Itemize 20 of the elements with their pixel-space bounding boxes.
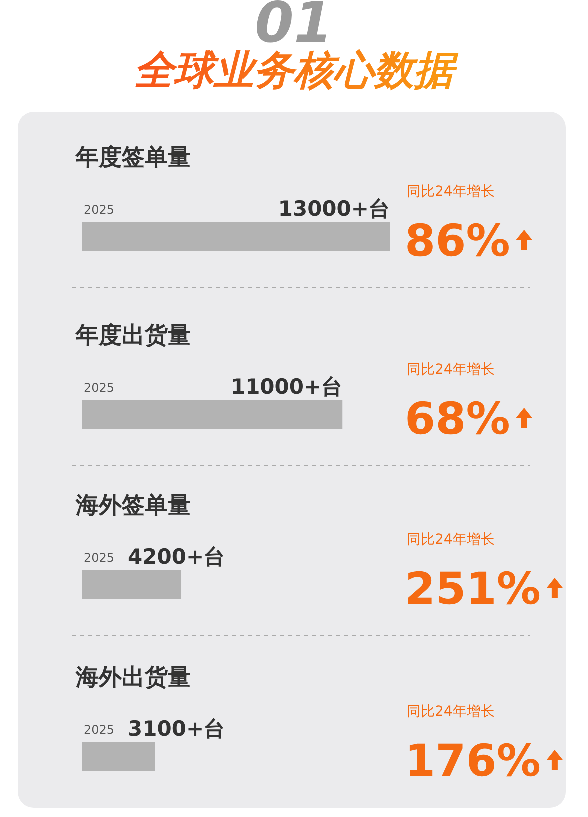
data-label: 3100+台	[128, 717, 226, 741]
data-label: 13000+台	[278, 197, 390, 221]
annotation: 2025	[84, 381, 115, 395]
annotation: 2025	[84, 723, 115, 737]
text: 176%	[405, 736, 541, 787]
text: 68%	[405, 394, 510, 445]
text: 同比24年增长	[407, 184, 495, 200]
text: 同比24年增长	[407, 704, 495, 720]
text: 251%	[405, 564, 541, 615]
y-tick-label: 海外出货量	[75, 665, 191, 691]
y-tick-label: 年度出货量	[75, 322, 191, 349]
text: 86%	[405, 216, 510, 267]
text: 同比24年增长	[407, 362, 495, 378]
data-label: 4200+台	[128, 545, 226, 569]
y-tick-label: 年度签单量	[75, 144, 191, 171]
annotation: 2025	[84, 203, 115, 217]
text: 同比24年增长	[407, 532, 495, 548]
y-tick-label: 海外签单量	[75, 493, 191, 519]
annotation: 2025	[84, 551, 115, 565]
data-label: 11000+台	[230, 375, 343, 399]
